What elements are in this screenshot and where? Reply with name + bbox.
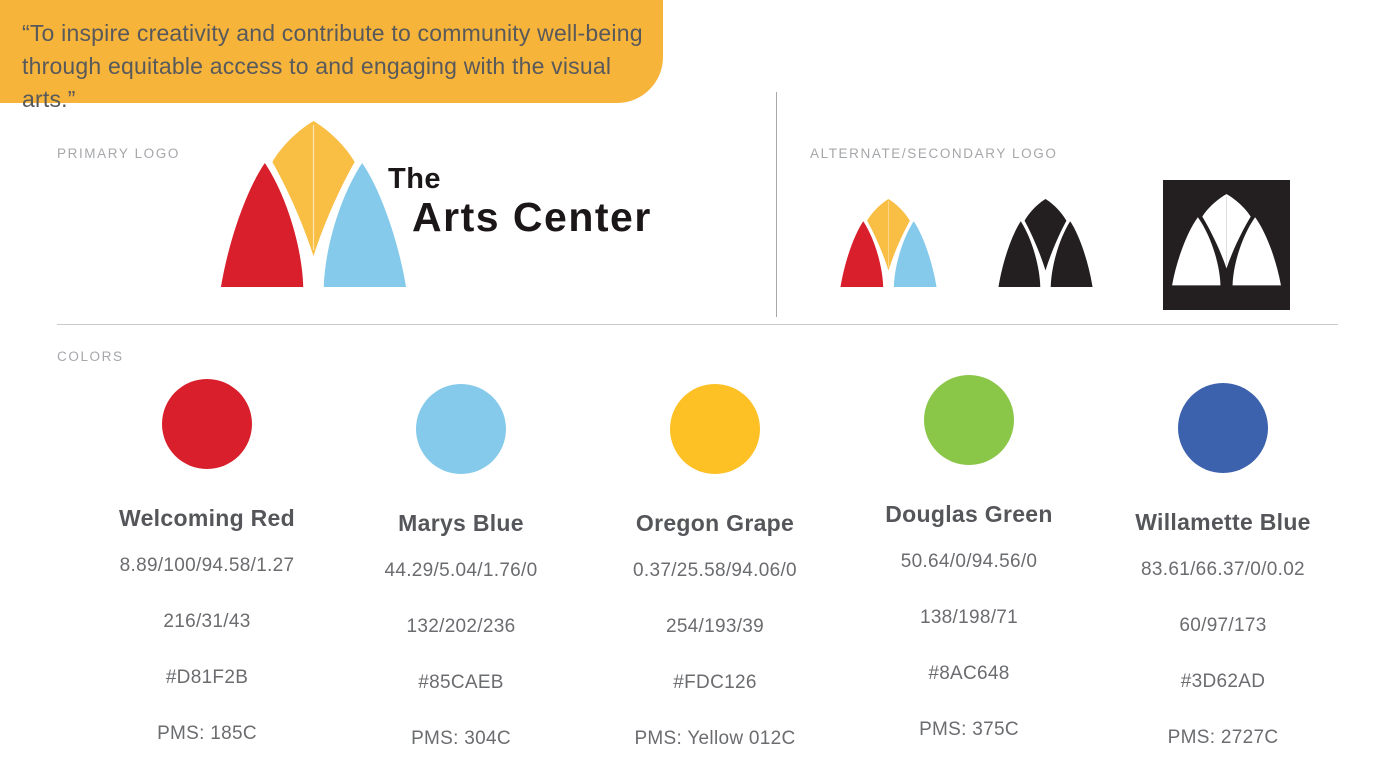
horizontal-divider bbox=[57, 324, 1338, 325]
color-pms-value: PMS: Yellow 012C bbox=[634, 728, 796, 749]
swatch-column-willamette-blue: Willamette Blue 83.61/66.37/0/0.02 60/97… bbox=[1096, 383, 1350, 758]
color-cmyk-value: 0.37/25.58/94.06/0 bbox=[633, 560, 797, 581]
colors-label: COLORS bbox=[57, 349, 124, 364]
color-swatch-circle bbox=[670, 384, 760, 474]
color-hex-value: #D81F2B bbox=[165, 667, 249, 688]
color-swatch-circle bbox=[924, 375, 1014, 465]
color-hex-value: #8AC648 bbox=[928, 663, 1010, 684]
color-rgb-value: 254/193/39 bbox=[665, 616, 765, 637]
alt-logo-color-icon bbox=[840, 198, 937, 288]
color-cmyk-value: 83.61/66.37/0/0.02 bbox=[1141, 559, 1305, 580]
color-name: Douglas Green bbox=[885, 501, 1053, 527]
primary-logo-mark-icon bbox=[220, 120, 407, 288]
color-pms-value: PMS: 375C bbox=[919, 719, 1019, 740]
wordmark-the: The bbox=[388, 163, 442, 195]
swatch-column-welcoming-red: Welcoming Red 8.89/100/94.58/1.27 216/31… bbox=[80, 379, 334, 758]
color-rgb-value: 216/31/43 bbox=[163, 611, 251, 632]
color-swatch-circle bbox=[162, 379, 252, 469]
color-hex-value: #85CAEB bbox=[418, 672, 504, 693]
wordmark-arts-center: Arts Center bbox=[412, 194, 652, 240]
color-hex-value: #FDC126 bbox=[673, 672, 757, 693]
primary-logo-label: PRIMARY LOGO bbox=[57, 146, 180, 161]
color-rgb-value: 60/97/173 bbox=[1179, 615, 1267, 636]
swatch-column-douglas-green: Douglas Green 50.64/0/94.56/0 138/198/71… bbox=[842, 375, 1096, 758]
vertical-divider bbox=[776, 92, 777, 317]
swatch-column-marys-blue: Marys Blue 44.29/5.04/1.76/0 132/202/236… bbox=[334, 384, 588, 758]
mission-quote-line1: “To inspire creativity and contribute to… bbox=[22, 20, 643, 46]
color-swatch-circle bbox=[416, 384, 506, 474]
color-cmyk-value: 44.29/5.04/1.76/0 bbox=[384, 560, 538, 581]
color-name: Welcoming Red bbox=[119, 505, 295, 531]
color-name: Oregon Grape bbox=[635, 510, 795, 536]
color-name: Willamette Blue bbox=[1135, 509, 1311, 535]
color-cmyk-value: 8.89/100/94.58/1.27 bbox=[119, 555, 295, 576]
color-pms-value: PMS: 2727C bbox=[1167, 727, 1279, 748]
alt-logo-reversed-icon bbox=[1163, 180, 1290, 310]
color-rgb-value: 132/202/236 bbox=[406, 616, 516, 637]
color-swatch-circle bbox=[1178, 383, 1268, 473]
color-pms-value: PMS: 304C bbox=[411, 728, 511, 749]
color-pms-value: PMS: 185C bbox=[157, 723, 257, 744]
color-swatch-row: Welcoming Red 8.89/100/94.58/1.27 216/31… bbox=[80, 375, 1350, 758]
color-cmyk-value: 50.64/0/94.56/0 bbox=[900, 551, 1038, 572]
alt-logo-black-icon bbox=[998, 198, 1093, 288]
mission-quote-line2: through equitable access to and engaging… bbox=[22, 53, 612, 112]
color-name: Marys Blue bbox=[398, 510, 524, 536]
swatch-column-oregon-grape: Oregon Grape 0.37/25.58/94.06/0 254/193/… bbox=[588, 384, 842, 758]
color-rgb-value: 138/198/71 bbox=[919, 607, 1019, 628]
alternate-logo-label: ALTERNATE/SECONDARY LOGO bbox=[810, 146, 1058, 161]
mission-banner: “To inspire creativity and contribute to… bbox=[0, 0, 663, 112]
color-hex-value: #3D62AD bbox=[1180, 671, 1266, 692]
